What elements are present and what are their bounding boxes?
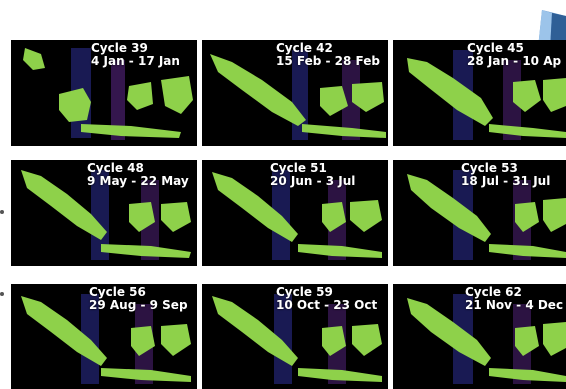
map-graphic <box>23 48 193 140</box>
date-range-label: 15 Feb - 28 Feb <box>276 54 380 68</box>
map-graphic <box>212 170 382 260</box>
cycle-label: Cycle 53 <box>461 161 518 175</box>
panel-label: Cycle 53 18 Jul - 31 Jul <box>461 162 550 188</box>
date-range-label: 20 Jun - 3 Jul <box>270 174 356 188</box>
map-graphic <box>407 294 566 384</box>
map-panel-7: Cycle 56 29 Aug - 9 Sep <box>11 284 197 389</box>
panel-label: Cycle 62 21 Nov - 4 Dec <box>465 286 563 312</box>
edge-mark-2 <box>0 292 4 296</box>
panel-label: Cycle 59 10 Oct - 23 Oct <box>276 286 377 312</box>
map-graphic <box>210 50 386 140</box>
cycle-label: Cycle 45 <box>467 41 524 55</box>
panel-label: Cycle 51 20 Jun - 3 Jul <box>270 162 355 188</box>
cycle-label: Cycle 62 <box>465 285 522 299</box>
date-range-label: 18 Jul - 31 Jul <box>461 174 551 188</box>
map-panel-3: Cycle 45 28 Jan - 10 Ap <box>393 40 566 146</box>
cycle-label: Cycle 51 <box>270 161 327 175</box>
map-panel-1: Cycle 39 4 Jan - 17 Jan <box>11 40 197 146</box>
date-range-label: 29 Aug - 9 Sep <box>89 298 188 312</box>
map-panel-5: Cycle 51 20 Jun - 3 Jul <box>202 160 388 266</box>
cycle-label: Cycle 42 <box>276 41 333 55</box>
map-panel-2: Cycle 42 15 Feb - 28 Feb <box>202 40 388 146</box>
panel-label: Cycle 42 15 Feb - 28 Feb <box>276 42 380 68</box>
edge-mark-1 <box>0 210 4 214</box>
map-graphic <box>21 294 191 384</box>
map-graphic <box>407 170 566 260</box>
panel-label: Cycle 39 4 Jan - 17 Jan <box>91 42 180 68</box>
date-range-label: 9 May - 22 May <box>87 174 189 188</box>
map-graphic <box>21 170 191 260</box>
date-range-label: 10 Oct - 23 Oct <box>276 298 378 312</box>
date-range-label: 28 Jan - 10 Ap <box>467 54 562 68</box>
map-panel-9: Cycle 62 21 Nov - 4 Dec <box>393 284 566 389</box>
panel-label: Cycle 56 29 Aug - 9 Sep <box>89 286 188 312</box>
map-graphic <box>407 50 566 140</box>
date-range-label: 21 Nov - 4 Dec <box>465 298 564 312</box>
map-panel-4: Cycle 48 9 May - 22 May <box>11 160 197 266</box>
map-panel-8: Cycle 59 10 Oct - 23 Oct <box>202 284 388 389</box>
cycle-label: Cycle 56 <box>89 285 146 299</box>
cycle-label: Cycle 48 <box>87 161 144 175</box>
map-graphic <box>212 294 382 384</box>
date-range-label: 4 Jan - 17 Jan <box>91 54 180 68</box>
panel-label: Cycle 48 9 May - 22 May <box>87 162 189 188</box>
map-panel-6: Cycle 53 18 Jul - 31 Jul <box>393 160 566 266</box>
panel-label: Cycle 45 28 Jan - 10 Ap <box>467 42 561 68</box>
cycle-label: Cycle 39 <box>91 41 148 55</box>
cycle-label: Cycle 59 <box>276 285 333 299</box>
